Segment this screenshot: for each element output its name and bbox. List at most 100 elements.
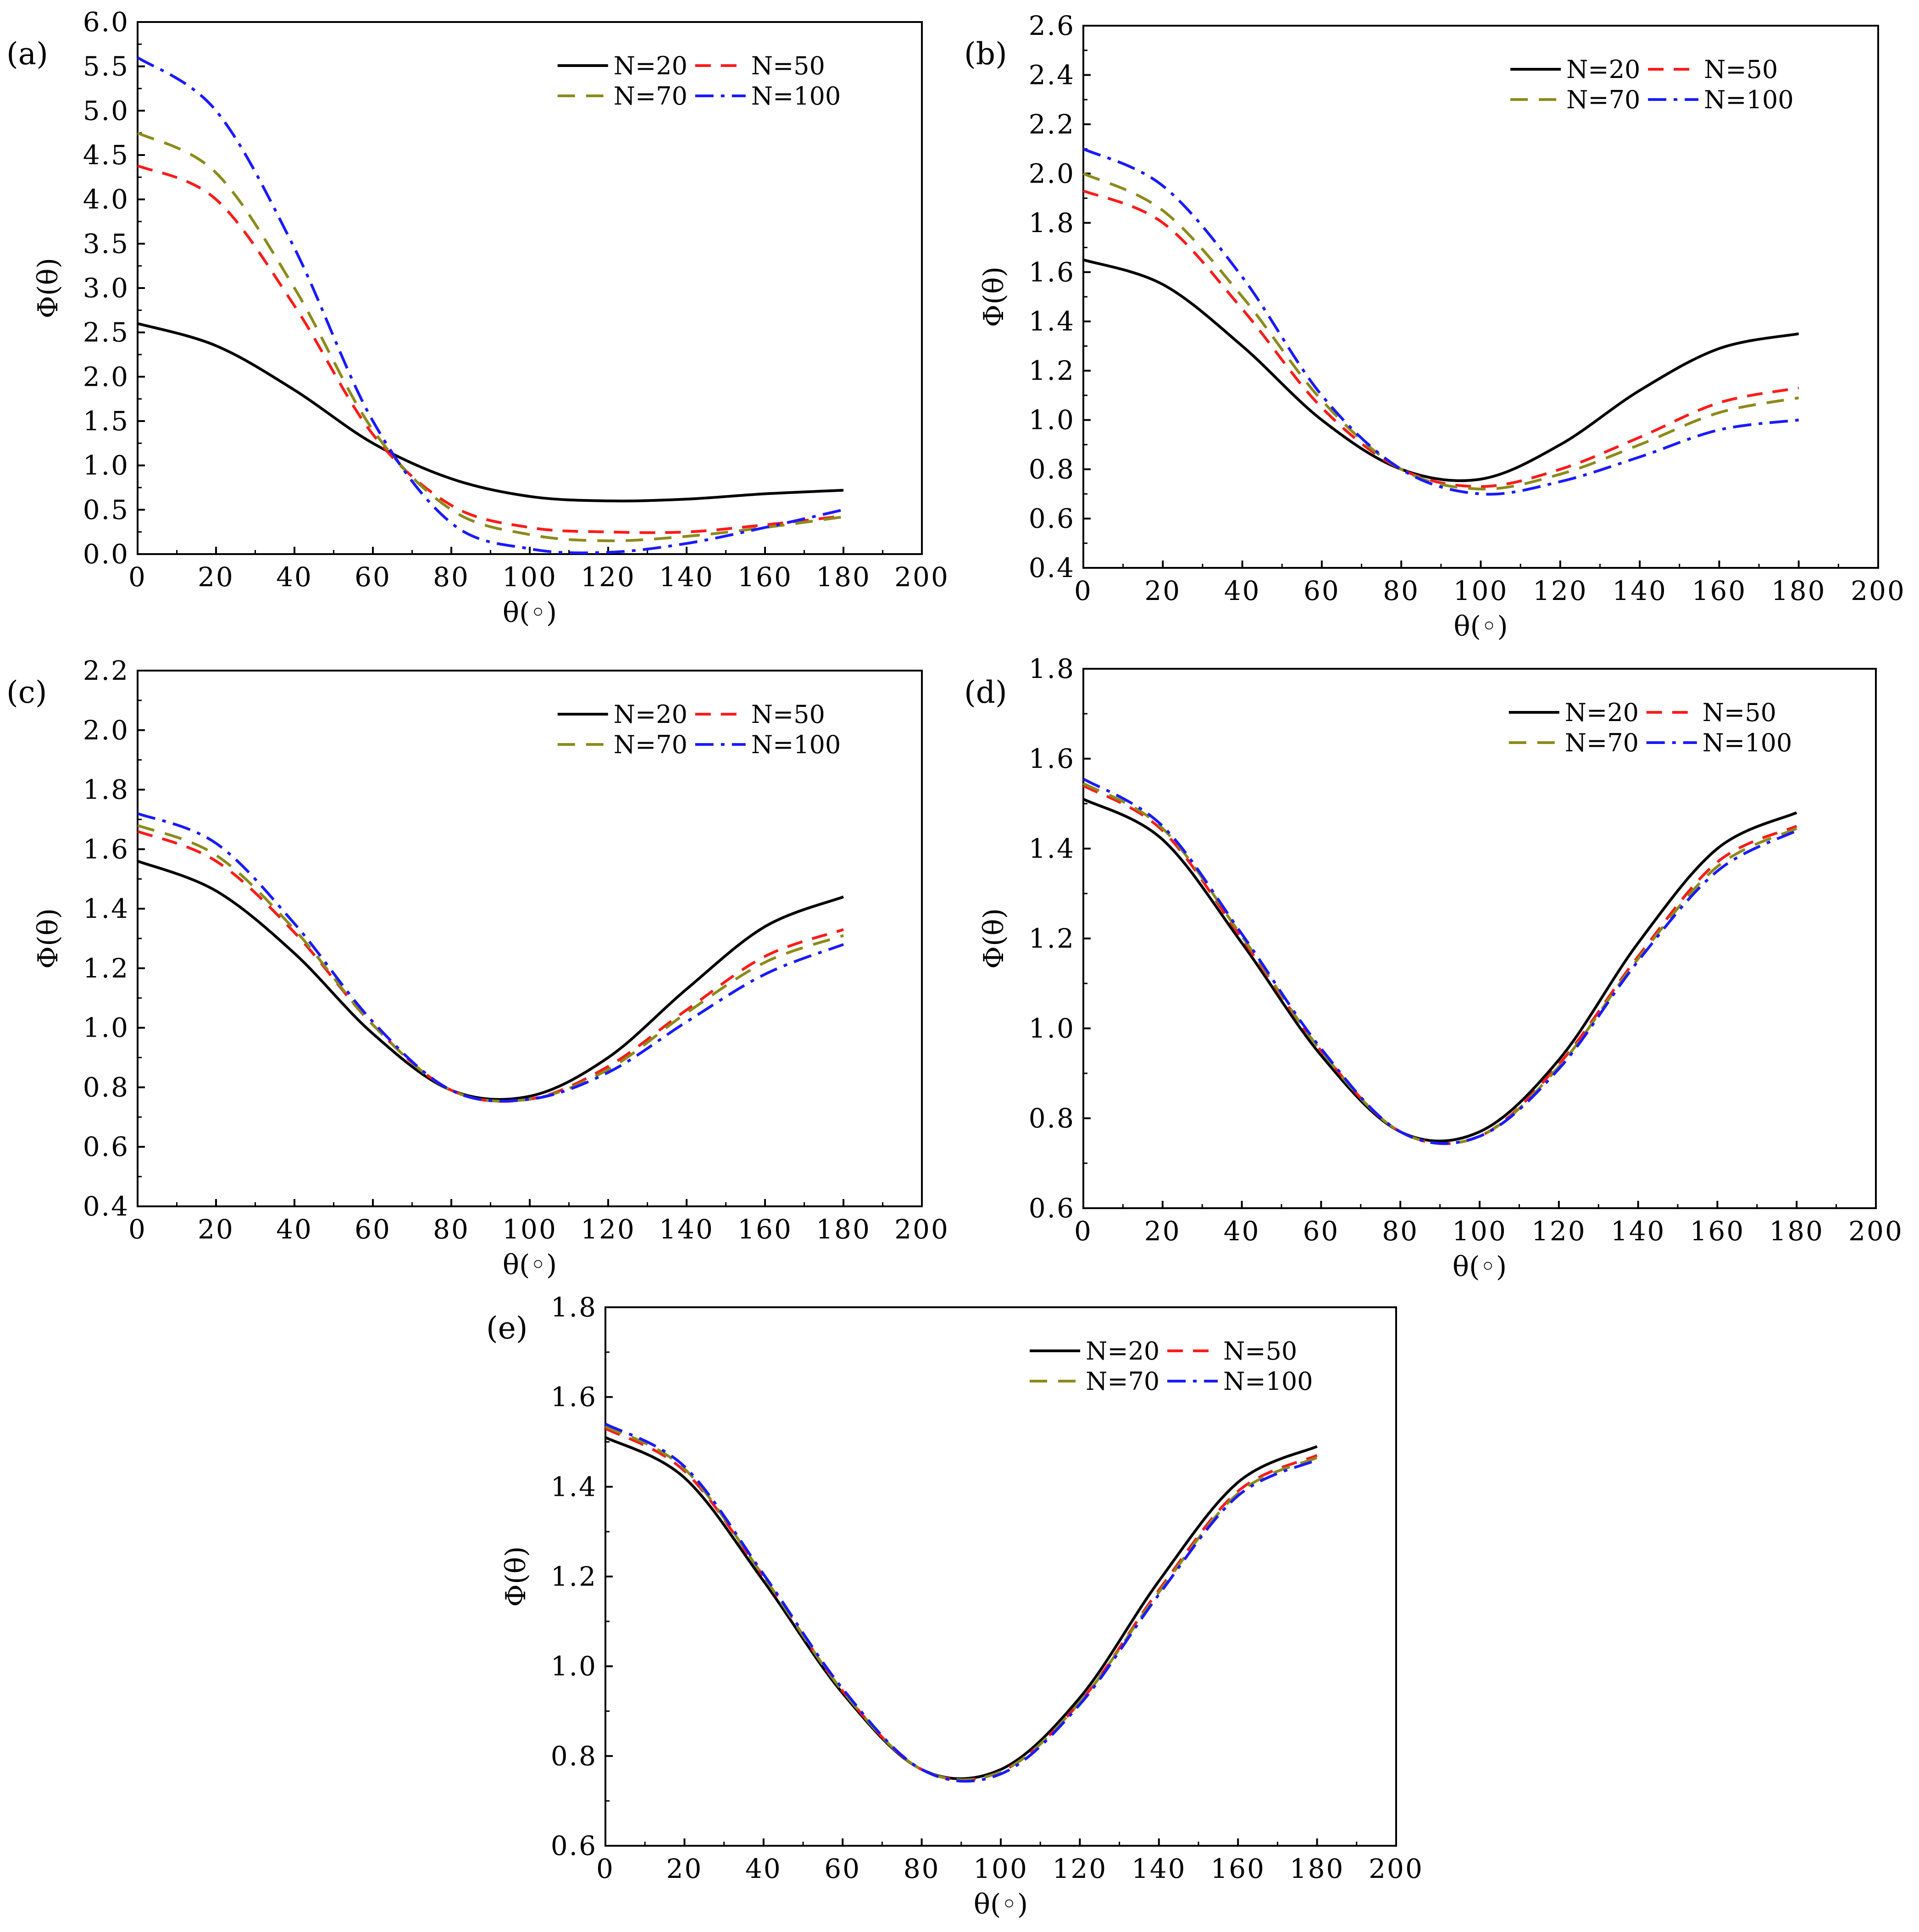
series-line-n50 — [1082, 189, 1799, 488]
y-tick-label: 1.4 — [1029, 306, 1075, 337]
legend-label: N=20 — [614, 51, 688, 80]
x-tick-label: 80 — [904, 1853, 940, 1884]
x-tick-label: 80 — [433, 1214, 470, 1245]
x-tick-label: 60 — [1303, 575, 1340, 606]
y-tick-label: 1.6 — [1029, 743, 1075, 774]
legend-label: N=20 — [1086, 1337, 1159, 1366]
x-tick-label: 140 — [1131, 1853, 1187, 1884]
x-tick-label: 0 — [1074, 575, 1093, 606]
y-tick-label: 0.6 — [1029, 503, 1075, 534]
x-axis-title: θ(◦) — [503, 1249, 557, 1281]
y-tick-label: 1.4 — [83, 893, 129, 924]
x-tick-label: 140 — [659, 561, 714, 593]
x-tick-label: 0 — [1074, 1216, 1093, 1247]
y-tick-label: 0.6 — [1029, 1193, 1075, 1224]
x-tick-label: 80 — [433, 561, 470, 593]
legend: N=20 N=50 N=70 N=100 — [1030, 1337, 1313, 1396]
y-tick-label: 0.5 — [83, 494, 129, 525]
x-tick-label: 120 — [581, 561, 636, 593]
x-tick-label: 0 — [128, 561, 147, 593]
x-tick-label: 100 — [1453, 575, 1509, 606]
y-tick-label: 0.6 — [551, 1830, 597, 1861]
x-tick-label: 60 — [1303, 1216, 1339, 1247]
y-tick-label: 0.8 — [1029, 1103, 1075, 1134]
series-line-n50 — [137, 164, 844, 534]
legend-label: N=70 — [614, 730, 688, 759]
x-tick-label: 160 — [738, 561, 793, 593]
y-tick-label: 1.8 — [1029, 207, 1075, 239]
y-tick-label: 1.2 — [1029, 923, 1075, 954]
legend-label: N=100 — [751, 730, 841, 759]
x-tick-label: 100 — [502, 1214, 557, 1245]
x-tick-label: 60 — [355, 1214, 391, 1245]
x-tick-label: 160 — [1690, 1216, 1745, 1247]
y-axis-title: Φ(θ) — [32, 908, 64, 969]
y-tick-label: 2.0 — [83, 361, 129, 392]
y-tick-label: 2.4 — [1029, 59, 1075, 90]
x-tick-label: 80 — [1382, 1216, 1419, 1247]
x-tick-label: 200 — [1369, 1853, 1424, 1884]
y-tick-label: 2.0 — [83, 715, 129, 746]
y-tick-label: 1.0 — [551, 1651, 597, 1682]
x-tick-label: 40 — [1224, 1216, 1260, 1247]
x-tick-label: 160 — [1210, 1853, 1265, 1884]
x-tick-label: 140 — [1611, 1216, 1666, 1247]
series-line-n20 — [137, 860, 844, 1101]
series-line-n70 — [1082, 172, 1799, 491]
x-tick-label: 120 — [581, 1214, 636, 1245]
legend-label: N=50 — [751, 51, 825, 80]
legend-label: N=50 — [1223, 1337, 1297, 1366]
x-axis-title: θ(◦) — [974, 1888, 1028, 1921]
y-tick-label: 0.8 — [551, 1740, 597, 1771]
legend-label: N=50 — [1704, 55, 1778, 84]
x-tick-label: 140 — [659, 1214, 714, 1245]
x-tick-label: 200 — [894, 561, 949, 593]
panel-a: 0 20 40 60 80 100 120 140 160 180 200 0.0 0.5 1.0 1.5 2… — [6, 6, 949, 629]
x-axis-title: θ(◦) — [1453, 1251, 1507, 1283]
panel-label: (d) — [964, 675, 1007, 710]
y-tick-label: 3.5 — [83, 228, 129, 259]
x-tick-label: 180 — [816, 561, 871, 593]
y-tick-label: 1.8 — [83, 774, 129, 805]
y-axis-title: Φ(θ) — [32, 258, 64, 318]
series-line-n20 — [1083, 258, 1799, 482]
x-tick-label: 180 — [1771, 575, 1826, 606]
x-tick-label: 80 — [1383, 575, 1420, 606]
y-axis-title: Φ(θ) — [978, 266, 1010, 327]
y-tick-label: 1.0 — [83, 1012, 129, 1044]
x-tick-label: 160 — [1692, 575, 1747, 606]
series-line-n70 — [137, 824, 844, 1103]
y-axis-title: Φ(θ) — [500, 1546, 532, 1607]
x-tick-label: 20 — [198, 1214, 234, 1245]
x-tick-label: 40 — [745, 1853, 782, 1884]
x-tick-label: 180 — [1769, 1216, 1824, 1247]
y-tick-label: 1.6 — [551, 1382, 597, 1413]
x-tick-label: 120 — [1533, 575, 1588, 606]
y-tick-label: 1.2 — [1029, 355, 1075, 386]
legend-label: N=50 — [751, 700, 825, 729]
x-tick-label: 140 — [1612, 575, 1667, 606]
series-line-n100 — [1082, 147, 1799, 496]
x-tick-label: 60 — [824, 1853, 861, 1884]
y-tick-label: 1.4 — [1029, 833, 1075, 864]
x-tick-label: 180 — [1290, 1853, 1345, 1884]
panel-label: (a) — [6, 36, 48, 72]
x-axis-title: θ(◦) — [1453, 611, 1508, 643]
x-tick-label: 40 — [1224, 575, 1261, 606]
series-line-n100 — [137, 56, 844, 555]
x-axis-title: θ(◦) — [503, 597, 557, 629]
y-tick-label: 1.6 — [83, 833, 129, 865]
x-tick-label: 120 — [1531, 1216, 1586, 1247]
panel-label: (c) — [6, 675, 47, 710]
legend: N=20 N=50 N=70 N=100 — [557, 700, 841, 759]
y-tick-label: 0.0 — [83, 539, 129, 570]
x-tick-label: 100 — [973, 1853, 1028, 1884]
legend-label: N=70 — [1565, 728, 1639, 757]
x-tick-label: 200 — [894, 1214, 949, 1245]
y-tick-label: 1.2 — [83, 953, 129, 984]
series-line-n50 — [137, 830, 844, 1103]
y-tick-label: 2.0 — [1029, 158, 1075, 189]
x-tick-label: 20 — [1144, 575, 1181, 606]
y-tick-label: 0.8 — [1029, 454, 1075, 485]
